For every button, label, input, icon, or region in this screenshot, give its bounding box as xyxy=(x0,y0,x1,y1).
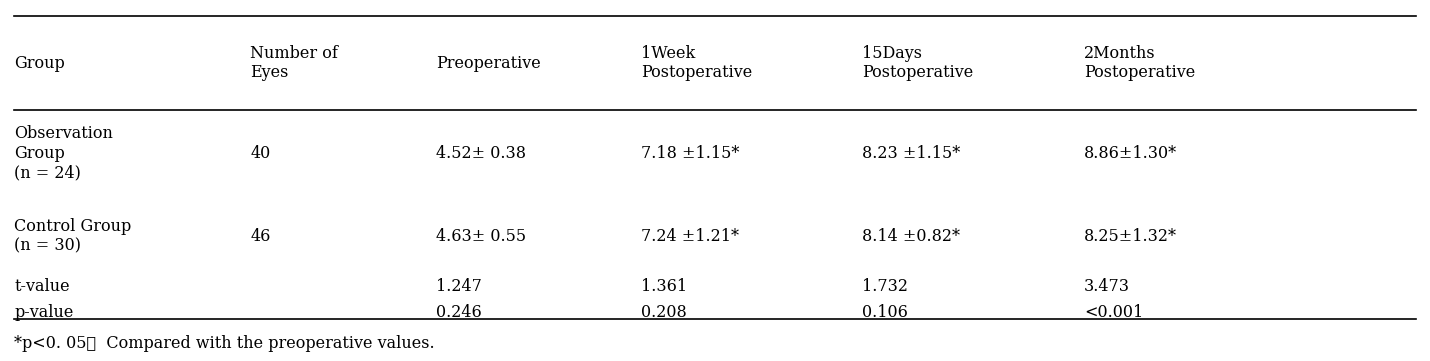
Text: 8.14 ±0.82*: 8.14 ±0.82* xyxy=(862,228,961,245)
Text: 0.208: 0.208 xyxy=(641,304,686,321)
Text: 8.23 ±1.15*: 8.23 ±1.15* xyxy=(862,145,961,162)
Text: p-value: p-value xyxy=(14,304,74,321)
Text: 2Months
Postoperative: 2Months Postoperative xyxy=(1084,45,1195,82)
Text: Observation
Group
(n = 24): Observation Group (n = 24) xyxy=(14,125,113,182)
Text: Control Group
(n = 30): Control Group (n = 30) xyxy=(14,218,132,255)
Text: t-value: t-value xyxy=(14,278,70,296)
Text: *p<0. 05，  Compared with the preoperative values.: *p<0. 05， Compared with the preoperative… xyxy=(14,335,435,352)
Text: 40: 40 xyxy=(250,145,270,162)
Text: 4.52± 0.38: 4.52± 0.38 xyxy=(436,145,526,162)
Text: 1Week
Postoperative: 1Week Postoperative xyxy=(641,45,752,82)
Text: 8.86±1.30*: 8.86±1.30* xyxy=(1084,145,1177,162)
Text: Preoperative: Preoperative xyxy=(436,55,541,72)
Text: 15Days
Postoperative: 15Days Postoperative xyxy=(862,45,974,82)
Text: 3.473: 3.473 xyxy=(1084,278,1130,296)
Text: 1.361: 1.361 xyxy=(641,278,686,296)
Text: 7.18 ±1.15*: 7.18 ±1.15* xyxy=(641,145,739,162)
Text: Group: Group xyxy=(14,55,64,72)
Text: 46: 46 xyxy=(250,228,270,245)
Text: 0.106: 0.106 xyxy=(862,304,908,321)
Text: <0.001: <0.001 xyxy=(1084,304,1143,321)
Text: 4.63± 0.55: 4.63± 0.55 xyxy=(436,228,526,245)
Text: 8.25±1.32*: 8.25±1.32* xyxy=(1084,228,1177,245)
Text: 7.24 ±1.21*: 7.24 ±1.21* xyxy=(641,228,739,245)
Text: 1.732: 1.732 xyxy=(862,278,908,296)
Text: Number of
Eyes: Number of Eyes xyxy=(250,45,337,82)
Text: 1.247: 1.247 xyxy=(436,278,482,296)
Text: 0.246: 0.246 xyxy=(436,304,482,321)
